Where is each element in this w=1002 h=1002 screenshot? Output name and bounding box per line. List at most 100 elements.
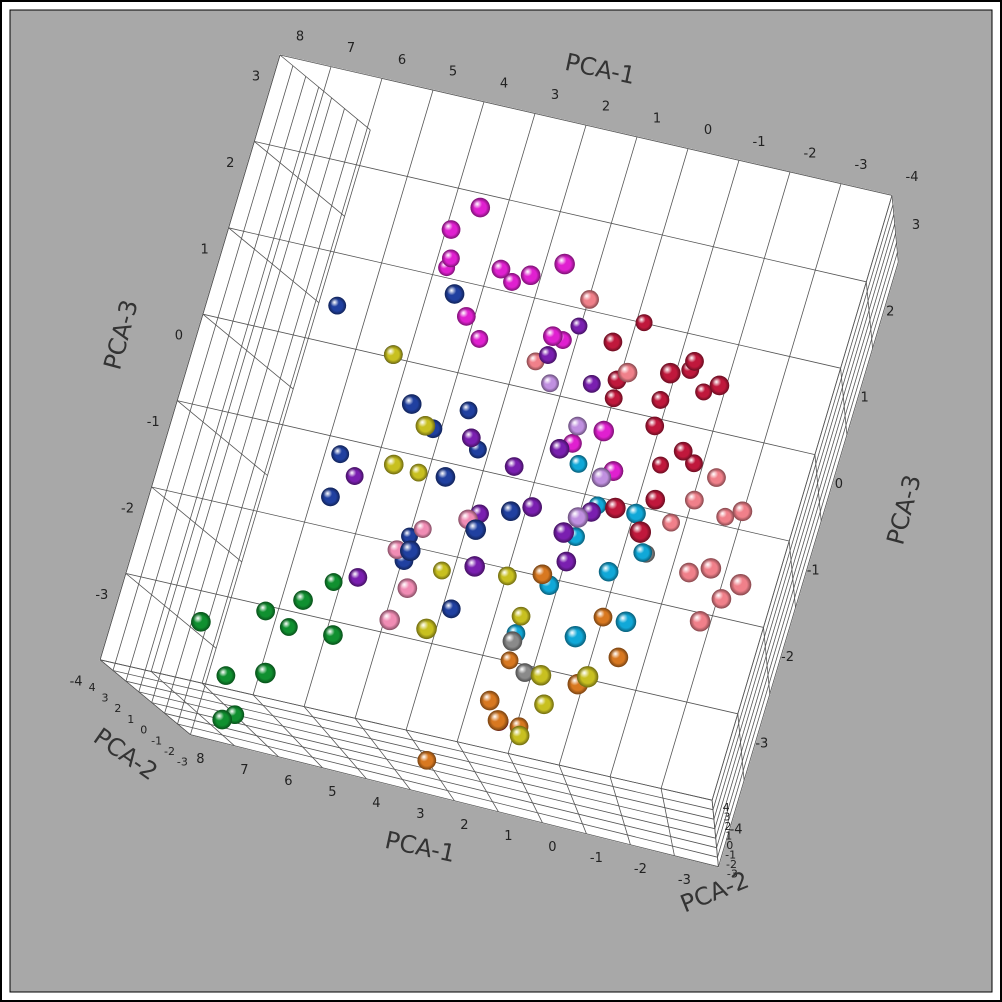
grid-line [151, 97, 332, 703]
grid-line [718, 261, 899, 867]
grid-line [711, 800, 719, 867]
point-shade [255, 662, 276, 684]
grid-line [456, 136, 638, 742]
tick-label: -1 [151, 734, 162, 747]
grid-line [150, 66, 332, 672]
point-shade [500, 651, 519, 670]
point [500, 651, 519, 670]
tick-label: -2 [121, 502, 134, 517]
point-shade [444, 284, 465, 304]
point [509, 725, 530, 746]
tick-label: 5 [449, 65, 457, 80]
point [401, 527, 418, 545]
point [255, 662, 276, 684]
point-shade [608, 647, 629, 668]
point-shade [689, 611, 711, 632]
point [685, 490, 704, 510]
point [379, 609, 400, 631]
point-shade [570, 317, 588, 335]
point-shade [716, 507, 735, 526]
point-shade [465, 519, 487, 540]
grid-line [712, 204, 894, 810]
grid-line [303, 706, 367, 779]
point [293, 590, 313, 610]
tick-label: -4 [906, 170, 919, 185]
point [441, 249, 460, 268]
tick-label: -3 [727, 868, 738, 881]
point [711, 589, 732, 609]
point [321, 487, 340, 507]
grid-line [151, 702, 716, 839]
grid-line [254, 141, 867, 283]
point [532, 564, 553, 585]
point [652, 456, 669, 474]
tick-label: -4 [70, 674, 83, 689]
grid-line [99, 54, 281, 660]
point-shade [549, 439, 570, 459]
tick-label: 0 [140, 724, 147, 737]
grid-line [814, 454, 822, 522]
point [461, 428, 481, 448]
point [580, 290, 599, 309]
point-shade [695, 383, 713, 401]
grid-line [717, 252, 898, 858]
grid-line [865, 281, 873, 349]
tick-label: -4 [730, 823, 743, 838]
point-shade [216, 666, 236, 685]
grid-line [660, 788, 675, 856]
grid-line [228, 227, 841, 369]
point-shade [651, 391, 670, 409]
point-shade [293, 590, 313, 610]
point-shade [605, 497, 626, 519]
grid-line [99, 659, 191, 736]
point [456, 307, 476, 326]
point [435, 467, 456, 487]
point [441, 220, 461, 239]
tick-label: -1 [753, 135, 766, 150]
point-shade [509, 725, 530, 746]
point-shade [383, 345, 403, 364]
point-shade [379, 609, 400, 631]
point [441, 599, 461, 619]
point [576, 666, 599, 688]
tick-label: 2 [724, 820, 731, 833]
point-shade [479, 690, 500, 711]
point-shade [532, 564, 553, 585]
point-shade [456, 307, 476, 326]
point-shade [662, 513, 680, 532]
point-shade [415, 416, 436, 436]
point [487, 710, 509, 731]
grid-line [713, 214, 895, 820]
tick-label: 2 [226, 156, 234, 171]
point-shade [700, 558, 722, 579]
point [591, 467, 612, 488]
grid-line [228, 227, 320, 304]
grid-line [279, 54, 893, 196]
tick-label: 2 [114, 702, 121, 715]
point-shade [331, 445, 350, 464]
point-shade [279, 618, 298, 636]
point-shade [256, 601, 275, 621]
point [645, 489, 666, 510]
point-shade [522, 497, 542, 517]
tick-label: 1 [127, 713, 134, 726]
point-shade [685, 490, 704, 510]
point-shade [433, 561, 451, 580]
grid-line [252, 89, 434, 696]
tick-label: -2 [781, 650, 794, 665]
tick-label: -1 [590, 851, 603, 866]
point-shade [652, 456, 669, 474]
grid-line [112, 670, 714, 811]
points [191, 197, 753, 770]
point [256, 601, 275, 621]
grid-line [151, 486, 764, 628]
tick-label: 1 [200, 242, 208, 257]
point-shade [323, 625, 343, 645]
point [212, 709, 232, 730]
tick-label: 0 [704, 123, 712, 138]
tick-label: 4 [500, 76, 508, 91]
point-shade [441, 599, 461, 619]
tick-label: -2 [164, 745, 175, 758]
point [593, 420, 614, 442]
